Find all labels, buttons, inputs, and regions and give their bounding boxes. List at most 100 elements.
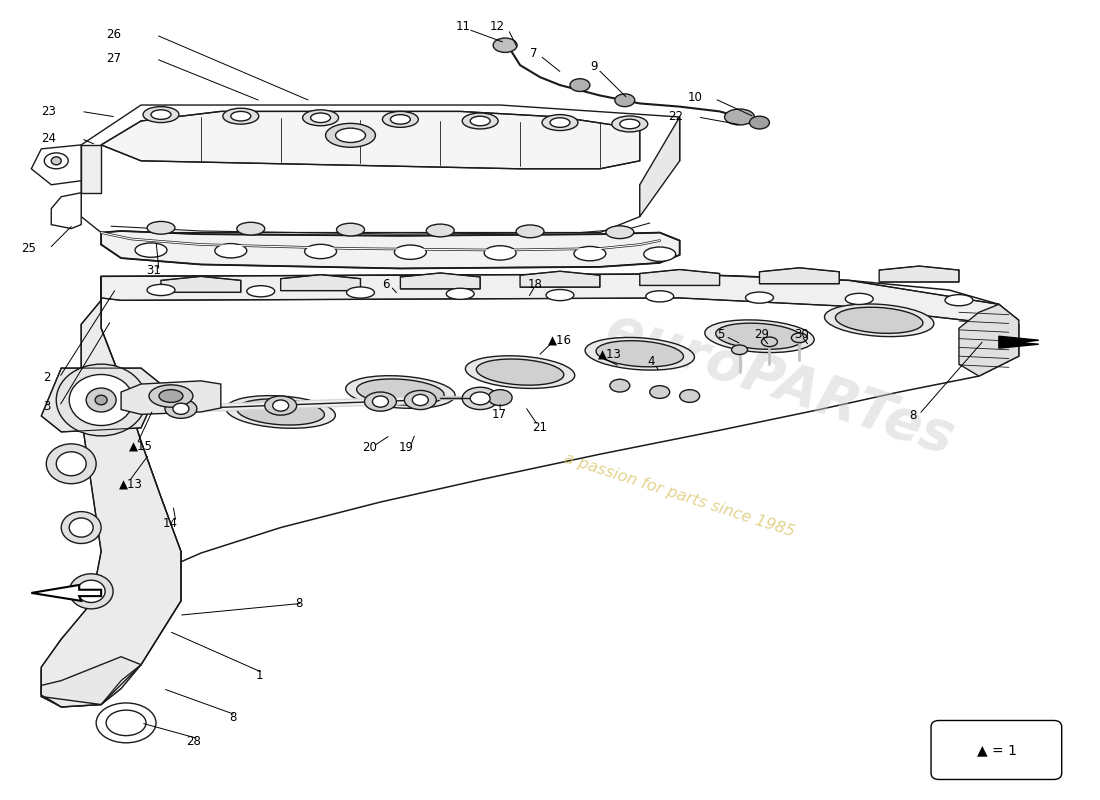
Text: 3: 3 bbox=[43, 400, 51, 413]
Ellipse shape bbox=[69, 518, 94, 537]
Ellipse shape bbox=[680, 390, 700, 402]
Ellipse shape bbox=[546, 290, 574, 301]
Ellipse shape bbox=[825, 304, 934, 337]
Ellipse shape bbox=[646, 290, 673, 302]
Ellipse shape bbox=[462, 113, 498, 129]
Ellipse shape bbox=[570, 78, 590, 91]
Ellipse shape bbox=[302, 110, 339, 126]
Ellipse shape bbox=[46, 444, 96, 484]
Polygon shape bbox=[999, 336, 1038, 348]
Polygon shape bbox=[640, 270, 719, 286]
Ellipse shape bbox=[395, 245, 427, 259]
Text: 21: 21 bbox=[532, 422, 547, 434]
Ellipse shape bbox=[56, 452, 86, 476]
Text: 24: 24 bbox=[42, 132, 56, 145]
Text: 20: 20 bbox=[363, 442, 377, 454]
Ellipse shape bbox=[488, 390, 513, 406]
Text: 26: 26 bbox=[106, 28, 121, 42]
Ellipse shape bbox=[612, 116, 648, 132]
Ellipse shape bbox=[412, 394, 428, 406]
Ellipse shape bbox=[465, 356, 575, 389]
Text: ▲15: ▲15 bbox=[129, 440, 153, 453]
Ellipse shape bbox=[470, 392, 491, 405]
Text: 14: 14 bbox=[163, 517, 178, 530]
Text: a passion for parts since 1985: a passion for parts since 1985 bbox=[562, 451, 796, 540]
Polygon shape bbox=[879, 266, 959, 282]
Ellipse shape bbox=[223, 108, 258, 124]
Ellipse shape bbox=[550, 118, 570, 127]
Ellipse shape bbox=[345, 376, 455, 408]
Ellipse shape bbox=[493, 38, 517, 53]
Polygon shape bbox=[81, 145, 101, 193]
Text: 8: 8 bbox=[909, 410, 916, 422]
Ellipse shape bbox=[516, 225, 544, 238]
Ellipse shape bbox=[606, 226, 634, 238]
Ellipse shape bbox=[945, 294, 972, 306]
Text: 30: 30 bbox=[794, 328, 810, 341]
Ellipse shape bbox=[383, 111, 418, 127]
Text: ▲13: ▲13 bbox=[598, 347, 622, 360]
Ellipse shape bbox=[427, 224, 454, 237]
Text: 19: 19 bbox=[398, 442, 414, 454]
Polygon shape bbox=[81, 105, 680, 233]
Ellipse shape bbox=[447, 288, 474, 299]
Text: 8: 8 bbox=[229, 710, 236, 724]
Ellipse shape bbox=[462, 387, 498, 410]
Ellipse shape bbox=[226, 396, 336, 428]
Ellipse shape bbox=[148, 385, 192, 407]
Text: 4: 4 bbox=[648, 355, 656, 368]
Ellipse shape bbox=[725, 109, 755, 125]
Polygon shape bbox=[42, 277, 180, 707]
Ellipse shape bbox=[732, 345, 748, 354]
Ellipse shape bbox=[147, 222, 175, 234]
Ellipse shape bbox=[542, 114, 578, 130]
Text: ▲13: ▲13 bbox=[119, 478, 143, 490]
Ellipse shape bbox=[615, 94, 635, 106]
Ellipse shape bbox=[246, 286, 275, 297]
Ellipse shape bbox=[619, 119, 640, 129]
Polygon shape bbox=[121, 381, 221, 414]
Text: 9: 9 bbox=[590, 60, 597, 74]
Ellipse shape bbox=[346, 287, 374, 298]
Ellipse shape bbox=[231, 111, 251, 121]
Polygon shape bbox=[959, 304, 1019, 376]
Ellipse shape bbox=[160, 390, 183, 402]
Ellipse shape bbox=[236, 222, 265, 235]
FancyBboxPatch shape bbox=[931, 721, 1062, 779]
Ellipse shape bbox=[143, 106, 179, 122]
Text: 12: 12 bbox=[491, 21, 505, 34]
Polygon shape bbox=[101, 274, 1019, 322]
Text: 10: 10 bbox=[688, 90, 703, 103]
Text: ▲ = 1: ▲ = 1 bbox=[977, 743, 1016, 757]
Ellipse shape bbox=[835, 307, 923, 334]
Ellipse shape bbox=[77, 580, 106, 602]
Ellipse shape bbox=[716, 323, 803, 350]
Polygon shape bbox=[31, 145, 81, 185]
Ellipse shape bbox=[405, 390, 437, 410]
Ellipse shape bbox=[596, 341, 683, 367]
Polygon shape bbox=[52, 193, 81, 229]
Ellipse shape bbox=[336, 128, 365, 142]
Ellipse shape bbox=[273, 400, 288, 411]
Ellipse shape bbox=[585, 338, 694, 370]
Text: 25: 25 bbox=[21, 242, 36, 255]
Ellipse shape bbox=[305, 244, 337, 258]
Ellipse shape bbox=[791, 333, 807, 342]
Ellipse shape bbox=[337, 223, 364, 236]
Ellipse shape bbox=[373, 396, 388, 407]
Text: 8: 8 bbox=[296, 597, 303, 610]
Polygon shape bbox=[280, 274, 361, 290]
Text: 11: 11 bbox=[455, 21, 470, 34]
Ellipse shape bbox=[69, 374, 133, 426]
Text: 31: 31 bbox=[146, 264, 161, 278]
Text: 22: 22 bbox=[668, 110, 683, 123]
Text: 29: 29 bbox=[755, 328, 770, 341]
Ellipse shape bbox=[236, 399, 324, 425]
Polygon shape bbox=[400, 273, 481, 289]
Ellipse shape bbox=[761, 337, 778, 346]
Polygon shape bbox=[101, 231, 680, 269]
Text: 6: 6 bbox=[383, 278, 389, 291]
Text: 2: 2 bbox=[43, 371, 51, 384]
Polygon shape bbox=[161, 276, 241, 292]
Ellipse shape bbox=[364, 392, 396, 411]
